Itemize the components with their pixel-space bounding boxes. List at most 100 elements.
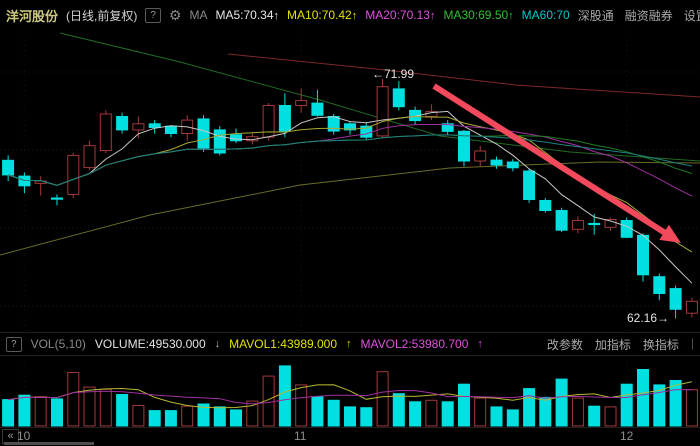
volume-bar-down [506,409,519,427]
ma30-legend: MA30:69.50↑ [443,8,514,22]
candle-down [653,276,666,294]
volume-bar-down [197,403,210,427]
ma5-trend-arrow-icon: ↑ [273,10,280,22]
candle-down [311,102,324,116]
volume-bar-down [490,406,503,427]
down-trend-arrow-shaft [432,83,671,239]
volume-trend-arrow-icon: ↓ [214,338,221,350]
volume-bar-up [99,388,112,427]
volume-ma-line-5 [8,381,693,409]
ma60-legend: MA60:70 [521,8,570,22]
annotation-low-label: 62.16→ [626,311,669,325]
long-trend-line-0 [227,53,700,98]
volume-bar-down [441,401,454,427]
volume-bar-down [539,396,552,427]
candle-down [148,123,161,129]
candle-up [685,300,698,314]
menu-item-shenzhen-connect[interactable]: 深股通 [577,8,614,23]
candle-down [197,118,210,149]
mavol1-value: MAVOL1:43989.000 [229,337,338,351]
volume-bar-down [148,410,161,427]
volume-bar-up [83,386,96,427]
switch-indicator-button[interactable]: 换指标 [642,337,679,352]
price-ma-line-60 [7,134,692,186]
candle-down [506,161,519,169]
volume-bar-up [295,384,308,427]
volume-bar-down [344,406,356,427]
candle-up [474,150,487,162]
volume-bar-up [246,400,259,427]
volume-bar-down [588,405,601,427]
volume-actions: 改参数 加指标 换指标 | [547,336,694,353]
volume-bar-down [669,380,682,427]
add-indicator-button[interactable]: 加指标 [594,337,631,352]
ma10-legend: MA10:70.42↑ [287,8,358,22]
volume-bar-down [637,369,649,427]
volume-bar-up [376,371,389,427]
volume-bar-down [523,388,536,427]
edit-params-button[interactable]: 改参数 [546,337,583,352]
scrollbar-thumb[interactable] [4,442,94,445]
candle-up [376,86,389,137]
volume-ma-line-10 [8,389,692,405]
volume-bar-up [181,405,194,427]
candle-down [230,134,242,142]
volume-indicator-label[interactable]: VOL(5,10) [30,337,86,351]
volume-header: ? VOL(5,10) VOLUME:49530.000 ↓ MAVOL1:43… [0,332,700,356]
candle-down [523,170,536,200]
ma20-legend: MA20:70.13↑ [365,8,436,22]
volume-bar-down [18,394,31,427]
volume-bar-down [311,396,324,427]
candle-down [539,200,552,211]
candle-down [18,175,31,187]
candle-down [588,222,601,226]
candle-up [83,145,96,169]
volume-bar-down [555,378,568,427]
period-label[interactable]: (日线,前复权) [66,8,138,23]
ma-prefix-label: MA [189,8,208,22]
volume-bar-down [458,383,470,427]
candle-down [213,129,226,154]
stock-name[interactable]: 洋河股份 [6,8,59,24]
candle-down [2,159,15,176]
candle-down [51,197,63,200]
candle-down [164,125,177,134]
price-ma-line-5 [7,110,693,284]
volume-bar-up [685,389,698,427]
volume-bar-down [213,406,226,427]
volume-header-divider: | [690,335,694,350]
volume-bar-down [51,398,63,427]
volume-bar-down [164,410,177,427]
gear-icon[interactable]: ⚙ [168,6,182,23]
long-trend-line-2 [0,161,700,256]
annotation-high-label: ←71.99 [372,67,415,81]
month-tick-oct: 10 [17,429,31,443]
kline-chart-canvas[interactable] [0,30,700,332]
volume-bar-down [278,365,291,427]
volume-bar-up [425,399,438,427]
volume-bar-up [571,397,584,427]
candle-up [132,123,145,131]
volume-bar-down [116,394,129,427]
ma30-trend-arrow-icon: ↑ [508,10,514,22]
candle-down [637,234,649,276]
menu-item-margin-trading[interactable]: 融资融券 [624,8,673,23]
candle-down [409,109,422,122]
help-icon[interactable]: ? [145,7,161,23]
volume-bar-up [34,396,47,427]
candle-up [67,154,80,195]
ma5-legend: MA5:70.34↑ [215,8,280,22]
volume-bar-up [67,372,80,427]
menu-item-ma-settings[interactable]: 设置均线 [683,8,700,23]
candle-down [669,288,682,310]
mavol2-value: MAVOL2:53980.700 [360,337,469,351]
volume-chart-canvas[interactable] [0,356,700,427]
volume-bar-up [604,406,617,427]
candle-down [490,159,503,166]
candle-down [441,123,454,132]
month-tick-dec: 12 [620,429,634,443]
down-trend-arrow-head-icon [659,224,681,243]
candle-up [99,113,112,151]
volume-help-icon[interactable]: ? [6,336,22,352]
